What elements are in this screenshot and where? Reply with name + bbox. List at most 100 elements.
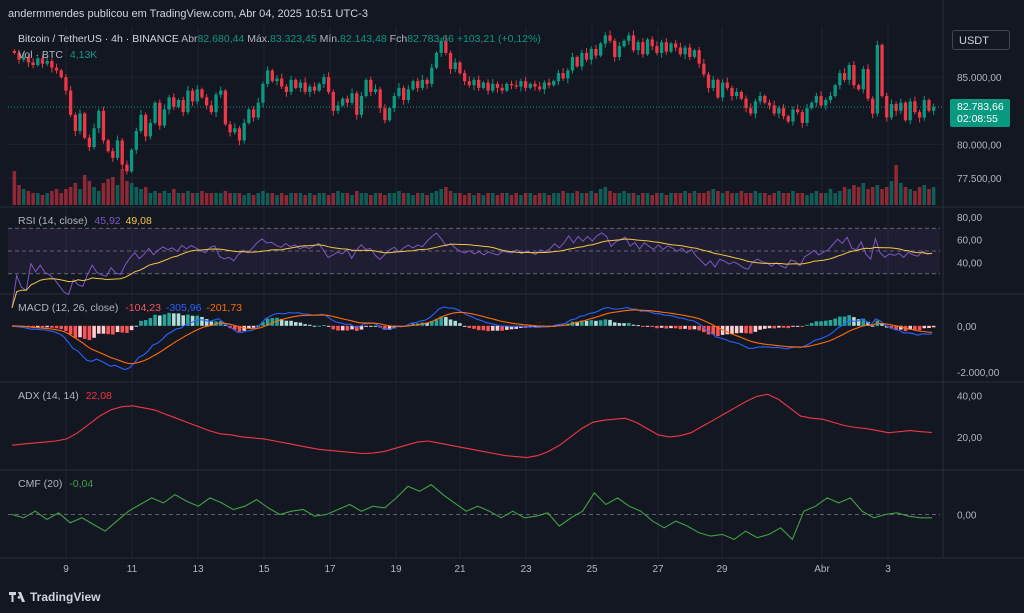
rsi-legend[interactable]: RSI (14, close) 45,92 49,08 <box>18 215 152 227</box>
candle-body <box>772 105 776 114</box>
x-tick-label: 17 <box>324 564 336 575</box>
volume-bar <box>786 193 791 205</box>
macd-histogram-bar <box>92 325 96 338</box>
macd-histogram-bar <box>781 325 786 328</box>
symbol-legend[interactable]: Bitcoin / TetherUS · 4h · BINANCE Abr82.… <box>18 33 541 45</box>
macd-histogram-bar <box>673 325 678 329</box>
volume-legend[interactable]: Vol · BTC 4,13K <box>18 49 97 61</box>
macd-histogram-bar <box>462 325 467 327</box>
time-axis[interactable]: 9 11 13 15 17 19 21 23 25 27 29 Abr 3 <box>63 564 891 575</box>
candle-body <box>678 47 683 55</box>
cmf-legend[interactable]: CMF (20) -0,04 <box>18 478 93 490</box>
candle-body <box>129 149 134 172</box>
volume-bar <box>758 193 762 205</box>
candle-body <box>270 70 274 82</box>
volume-bar <box>509 195 514 205</box>
macd-histogram-bar <box>711 325 715 335</box>
macd-histogram-bar <box>64 325 68 331</box>
macd-pane <box>11 306 936 371</box>
macd-histogram-bar <box>223 324 228 326</box>
macd-histogram-bar <box>664 325 669 329</box>
volume-bar <box>472 195 476 205</box>
candle-body <box>200 89 204 98</box>
macd-histogram-bar <box>809 323 814 326</box>
volume-bar <box>331 193 336 205</box>
macd-histogram-bar <box>251 325 256 328</box>
macd-histogram-bar <box>880 323 884 326</box>
volume-bar <box>157 193 162 205</box>
x-tick-label: 19 <box>390 564 402 575</box>
price-axis[interactable]: 85.000,00 80.000,00 77.500,00 80,00 60,00 40,… <box>957 73 1002 521</box>
candle-body <box>509 83 514 86</box>
macd-histogram-bar <box>659 325 664 328</box>
volume-bar <box>903 187 908 205</box>
volume-bar <box>772 193 776 205</box>
volume-bar <box>326 195 331 205</box>
volume-bar <box>458 193 462 205</box>
candle-body <box>317 83 321 91</box>
volume-bar <box>678 193 683 205</box>
volume-bar <box>200 191 204 205</box>
volume-bar <box>608 191 612 205</box>
macd-line-value: -305,96 <box>165 302 202 314</box>
volume-bar <box>603 187 608 205</box>
last-price-badge: 82.783,66 02:08:55 <box>950 98 1010 127</box>
macd-histogram-bar <box>434 318 439 326</box>
rsi-ma-line <box>11 238 933 309</box>
high-value: 83.323,45 <box>269 33 317 45</box>
volume-bar <box>838 191 842 205</box>
macd-histogram-bar <box>387 325 392 330</box>
tradingview-brand[interactable]: TradingView <box>9 590 100 604</box>
brand-name: TradingView <box>30 590 101 604</box>
volume-bar <box>580 193 584 205</box>
macd-histogram-bar <box>889 325 894 329</box>
volume-bar <box>54 189 59 205</box>
macd-histogram-bar <box>293 322 298 326</box>
candle-body <box>659 42 664 53</box>
candle-body <box>50 60 54 68</box>
candle-body <box>641 42 645 55</box>
macd-histogram-bar <box>650 325 655 328</box>
volume-bar <box>720 193 725 205</box>
volume-bar <box>261 191 265 205</box>
macd-histogram-bar <box>237 325 242 332</box>
macd-histogram-bar <box>153 314 157 326</box>
volume-bar <box>345 193 350 205</box>
macd-histogram-bar <box>167 312 171 326</box>
currency-button[interactable]: USDT <box>952 30 1010 50</box>
candle-body <box>781 108 786 117</box>
candle-body <box>533 83 537 87</box>
macd-histogram-bar <box>730 325 734 335</box>
adx-legend[interactable]: ADX (14, 14) 22,08 <box>18 390 112 402</box>
x-tick-label: 21 <box>454 564 466 575</box>
volume-bar <box>519 195 523 205</box>
macd-histogram-bar <box>739 325 744 333</box>
x-tick-label: Abr <box>814 564 830 575</box>
macd-histogram-bar <box>204 319 209 326</box>
volume-bar <box>111 177 115 205</box>
volume-bar <box>251 195 256 205</box>
volume-bar <box>78 189 82 205</box>
symbol-name[interactable]: Bitcoin / TetherUS · 4h · BINANCE <box>18 33 179 45</box>
macd-histogram-bar <box>795 325 800 327</box>
macd-histogram-bar <box>448 319 453 326</box>
rsi-pane <box>8 227 940 309</box>
candle-body <box>444 40 448 53</box>
volume-bar <box>289 193 293 205</box>
macd-histogram-bar <box>340 325 345 331</box>
macd-histogram-bar <box>589 320 594 326</box>
candle-body <box>491 83 495 91</box>
volume-bar <box>228 193 232 205</box>
volume-bar <box>753 191 758 205</box>
volume-bar <box>514 193 518 205</box>
candle-body <box>92 128 96 148</box>
candle-body <box>345 98 350 103</box>
candle-body <box>420 79 425 88</box>
macd-legend[interactable]: MACD (12, 26, close) -104,23 -305,96 -20… <box>18 302 242 314</box>
volume-bar <box>697 193 701 205</box>
macd-histogram-bar <box>40 325 45 328</box>
candle-body <box>322 77 326 84</box>
macd-histogram-bar <box>172 313 176 326</box>
candle-body <box>899 102 903 111</box>
